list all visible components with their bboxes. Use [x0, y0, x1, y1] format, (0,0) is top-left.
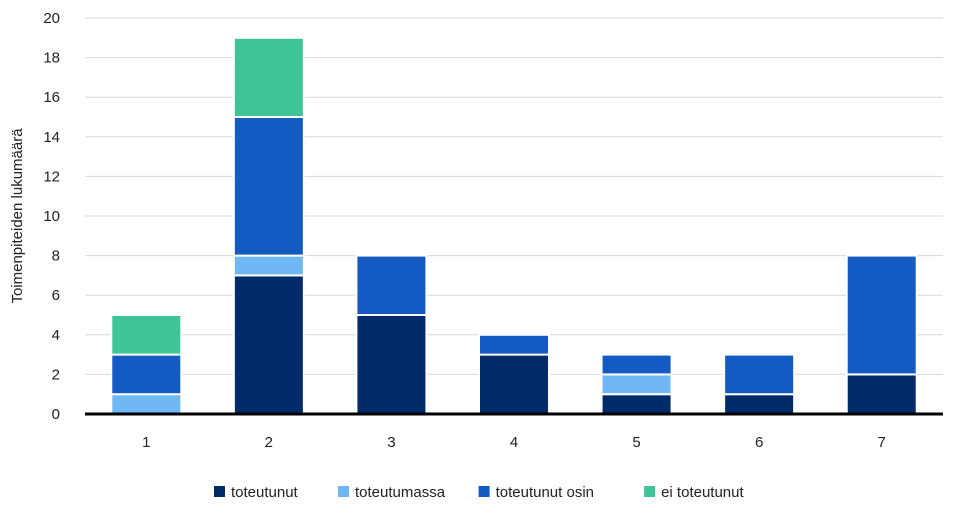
legend-label: toteutumassa — [355, 484, 446, 501]
y-tick-label: 12 — [43, 168, 60, 185]
bar-segment — [600, 393, 673, 416]
bar-segment — [600, 373, 673, 396]
legend-label: toteutunut — [231, 484, 299, 501]
gridlines — [85, 17, 943, 375]
bar-segment — [110, 393, 183, 416]
bar-segment — [478, 333, 550, 356]
x-tick-labels: 1 2 3 4 5 6 7 — [142, 434, 886, 451]
y-tick-label: 10 — [43, 208, 60, 225]
bar-segment — [232, 116, 305, 257]
y-axis-label: Toimenpiteiden lukumäärä — [9, 128, 26, 304]
legend-label: ei toteutunut — [661, 484, 744, 501]
y-tick-label: 14 — [43, 129, 60, 146]
bar-segment — [845, 373, 918, 415]
bar-segment — [355, 314, 428, 415]
x-tick-label: 6 — [755, 434, 763, 451]
y-tick-label: 6 — [52, 287, 60, 304]
x-tick-label: 7 — [878, 434, 886, 451]
bar-segment — [232, 274, 305, 415]
x-tick-label: 2 — [265, 434, 273, 451]
legend-swatch — [478, 486, 490, 497]
legend-swatch — [338, 486, 349, 497]
bar-segment — [723, 353, 796, 396]
y-tick-label: 8 — [52, 248, 60, 265]
bar-segment — [478, 353, 550, 416]
x-tick-label: 5 — [632, 434, 640, 451]
legend-swatch — [214, 486, 225, 497]
y-tick-label: 18 — [43, 50, 60, 67]
y-tick-label: 20 — [43, 10, 60, 27]
x-tick-label: 1 — [142, 434, 150, 451]
bar-segment — [110, 353, 183, 396]
bar-segment — [723, 393, 796, 416]
legend-swatch — [644, 486, 656, 497]
y-tick-label: 4 — [52, 327, 60, 344]
bar-segment — [845, 254, 918, 376]
y-tick-label: 16 — [43, 89, 60, 106]
bar-segment — [355, 254, 428, 317]
y-tick-label: 2 — [52, 366, 60, 383]
y-tick-label: 0 — [52, 406, 60, 423]
x-tick-label: 3 — [387, 434, 395, 451]
legend-label: toteutunut osin — [496, 484, 594, 501]
y-tick-labels: 0 2 4 6 8 10 12 14 16 18 20 — [43, 10, 60, 423]
legend: toteutunut toteutumassa toteutunut osin ei … — [214, 484, 744, 501]
x-tick-label: 4 — [510, 434, 518, 451]
bar-segment — [600, 353, 673, 376]
bar-segment — [110, 314, 183, 356]
bar-segment — [232, 36, 305, 118]
bar-segment — [232, 254, 305, 277]
bars — [110, 36, 918, 416]
